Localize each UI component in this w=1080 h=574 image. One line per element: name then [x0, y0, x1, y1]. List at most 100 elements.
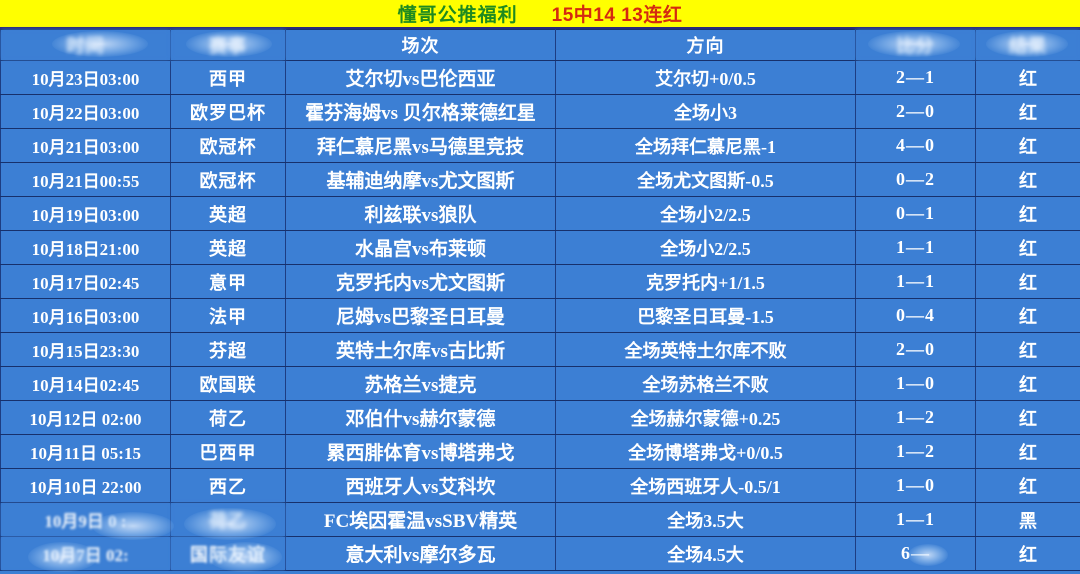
- table-row: 10月10日 22:00 西乙 西班牙人vs艾科坎 全场西班牙人-0.5/1 1…: [0, 468, 1080, 503]
- cell-result: 红: [975, 60, 1080, 95]
- cell-score: 2—1: [855, 60, 976, 95]
- cell-league: 欧冠杯: [170, 128, 286, 163]
- cell-score: 1—0: [855, 468, 976, 503]
- cell-score: 1—0: [855, 366, 976, 401]
- banner-title: 懂哥公推福利: [397, 5, 518, 26]
- cell-result: 红: [975, 332, 1080, 367]
- table-row: 10月21日03:00 欧冠杯 拜仁慕尼黑vs马德里竞技 全场拜仁慕尼黑-1 4…: [0, 128, 1080, 163]
- cell-match: 克罗托内vs尤文图斯: [285, 264, 556, 299]
- cell-result: 黑: [975, 502, 1080, 537]
- table-row: 10月14日02:45 欧国联 苏格兰vs捷克 全场苏格兰不败 1—0 红: [0, 366, 1080, 401]
- cell-direction: 全场尤文图斯-0.5: [555, 162, 856, 197]
- cell-time: 10月16日03:00: [0, 298, 171, 333]
- cell-score: 1—2: [855, 400, 976, 435]
- cell-match: FC埃因霍温vsSBV精英: [285, 502, 556, 537]
- column-header-direction: 方向: [555, 29, 856, 61]
- cell-league: 巴西甲: [170, 434, 286, 469]
- cell-time: 10月21日03:00: [0, 128, 171, 163]
- cell-direction: 全场3.5大: [555, 502, 856, 537]
- cell-result: 红: [975, 366, 1080, 401]
- cell-score: 1—1: [855, 502, 976, 537]
- table-row: 10月21日00:55 欧冠杯 基辅迪纳摩vs尤文图斯 全场尤文图斯-0.5 0…: [0, 162, 1080, 197]
- cell-result: 红: [975, 128, 1080, 163]
- table-row: 10月23日03:00 西甲 艾尔切vs巴伦西亚 艾尔切+0/0.5 2—1 红: [0, 60, 1080, 95]
- cell-score: 4—0: [855, 128, 976, 163]
- cell-result: 红: [975, 196, 1080, 231]
- cell-league: 法甲: [170, 298, 286, 333]
- table-row: 10月12日 02:00 荷乙 邓伯什vs赫尔蒙德 全场赫尔蒙德+0.25 1—…: [0, 400, 1080, 435]
- table-row: 10月7日 02: 国际友谊 意大利vs摩尔多瓦 全场4.5大 6— 红: [0, 536, 1080, 571]
- cell-league: 欧罗巴杯: [170, 94, 286, 129]
- column-header-match: 场次: [285, 29, 556, 61]
- cell-match: 水晶宫vs布莱顿: [285, 230, 556, 265]
- cell-league: 欧冠杯: [170, 162, 286, 197]
- table-row: 10月22日03:00 欧罗巴杯 霍芬海姆vs 贝尔格莱德红星 全场小3 2—0…: [0, 94, 1080, 129]
- table-row: 10月17日02:45 意甲 克罗托内vs尤文图斯 克罗托内+1/1.5 1—1…: [0, 264, 1080, 299]
- cell-time: 10月19日03:00: [0, 196, 171, 231]
- cell-direction: 全场西班牙人-0.5/1: [555, 468, 856, 503]
- cell-direction: 全场小3: [555, 94, 856, 129]
- cell-match: 拜仁慕尼黑vs马德里竞技: [285, 128, 556, 163]
- cell-result: 红: [975, 400, 1080, 435]
- table-row: 10月19日03:00 英超 利兹联vs狼队 全场小2/2.5 0—1 红: [0, 196, 1080, 231]
- table-row: 10月18日21:00 英超 水晶宫vs布莱顿 全场小2/2.5 1—1 红: [0, 230, 1080, 265]
- cell-result: 红: [975, 536, 1080, 571]
- cell-match: 利兹联vs狼队: [285, 196, 556, 231]
- column-header-score: 比分: [855, 29, 976, 61]
- cell-direction: 全场拜仁慕尼黑-1: [555, 128, 856, 163]
- cell-league: 西甲: [170, 60, 286, 95]
- cell-league: 荷乙: [170, 400, 286, 435]
- cell-direction: 艾尔切+0/0.5: [555, 60, 856, 95]
- cell-time: 10月22日03:00: [0, 94, 171, 129]
- cell-league: 意甲: [170, 264, 286, 299]
- cell-match: 英特土尔库vs古比斯: [285, 332, 556, 367]
- cell-score: 2—0: [855, 332, 976, 367]
- table-row: 10月11日 05:15 巴西甲 累西腓体育vs博塔弗戈 全场博塔弗戈+0/0.…: [0, 434, 1080, 469]
- cell-time: 10月11日 05:15: [0, 434, 171, 469]
- table-header-row: 时间 赛事 场次 方向 比分 结果: [0, 29, 1080, 61]
- cell-score: 1—1: [855, 230, 976, 265]
- cell-match: 苏格兰vs捷克: [285, 366, 556, 401]
- cell-match: 艾尔切vs巴伦西亚: [285, 60, 556, 95]
- cell-score: 0—4: [855, 298, 976, 333]
- column-header-result: 结果: [975, 29, 1080, 61]
- cell-result: 红: [975, 468, 1080, 503]
- cell-league: 国际友谊: [170, 536, 286, 571]
- banner-streak-badge: 15中14 13连红: [551, 5, 683, 26]
- cell-direction: 巴黎圣日耳曼-1.5: [555, 298, 856, 333]
- cell-match: 基辅迪纳摩vs尤文图斯: [285, 162, 556, 197]
- cell-time: 10月21日00:55: [0, 162, 171, 197]
- cell-time: 10月18日21:00: [0, 230, 171, 265]
- cell-score: 0—2: [855, 162, 976, 197]
- cell-direction: 全场苏格兰不败: [555, 366, 856, 401]
- cell-time: 10月23日03:00: [0, 60, 171, 95]
- cell-score: 0—1: [855, 196, 976, 231]
- predictions-table: 时间 赛事 场次 方向 比分 结果 10月23日03:00 西甲 艾尔切vs巴伦…: [0, 29, 1080, 571]
- cell-match: 累西腓体育vs博塔弗戈: [285, 434, 556, 469]
- cell-score: 2—0: [855, 94, 976, 129]
- cell-direction: 全场小2/2.5: [555, 196, 856, 231]
- cell-match: 邓伯什vs赫尔蒙德: [285, 400, 556, 435]
- column-header-time: 时间: [0, 29, 171, 61]
- table-row: 10月16日03:00 法甲 尼姆vs巴黎圣日耳曼 巴黎圣日耳曼-1.5 0—4…: [0, 298, 1080, 333]
- cell-score: 1—2: [855, 434, 976, 469]
- cell-time: 10月14日02:45: [0, 366, 171, 401]
- cell-result: 红: [975, 162, 1080, 197]
- cell-result: 红: [975, 264, 1080, 299]
- cell-direction: 全场英特土尔库不败: [555, 332, 856, 367]
- cell-league: 欧国联: [170, 366, 286, 401]
- cell-match: 西班牙人vs艾科坎: [285, 468, 556, 503]
- cell-match: 尼姆vs巴黎圣日耳曼: [285, 298, 556, 333]
- cell-result: 红: [975, 434, 1080, 469]
- title-banner: 懂哥公推福利 15中14 13连红: [0, 0, 1080, 29]
- cell-direction: 克罗托内+1/1.5: [555, 264, 856, 299]
- cell-result: 红: [975, 230, 1080, 265]
- cell-result: 红: [975, 94, 1080, 129]
- cell-time: 10月10日 22:00: [0, 468, 171, 503]
- cell-league: 英超: [170, 230, 286, 265]
- table-header: 时间 赛事 场次 方向 比分 结果: [0, 29, 1080, 61]
- column-header-league: 赛事: [170, 29, 286, 61]
- cell-match: 霍芬海姆vs 贝尔格莱德红星: [285, 94, 556, 129]
- cell-match: 意大利vs摩尔多瓦: [285, 536, 556, 571]
